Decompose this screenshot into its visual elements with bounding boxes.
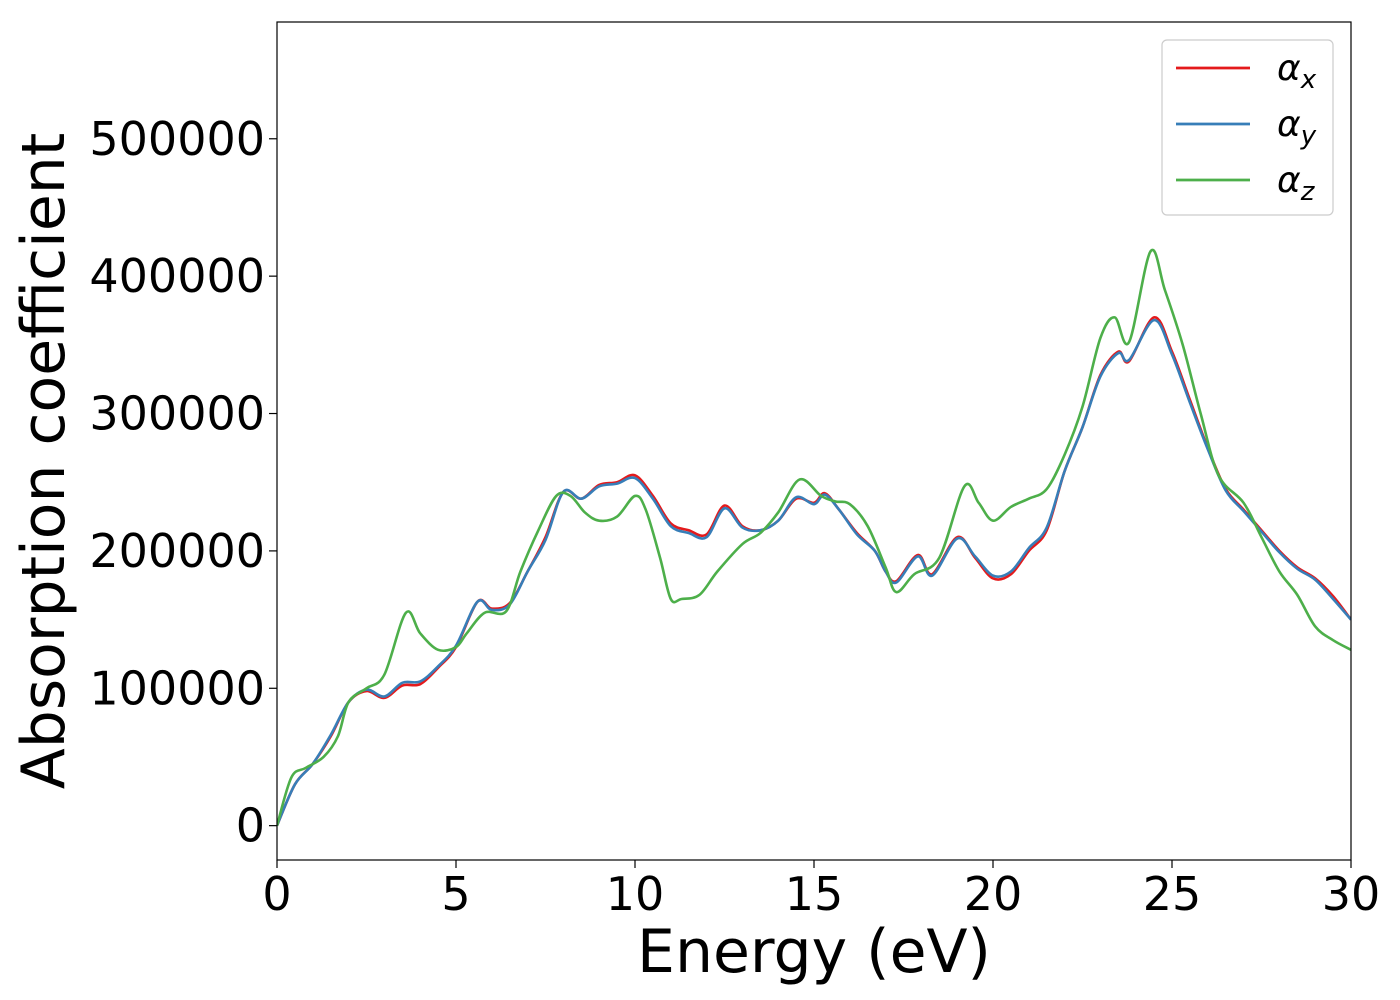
series-line-α-x — [277, 316, 1351, 827]
x-tick-label: 5 — [441, 867, 470, 921]
legend-label: αx — [1277, 48, 1317, 95]
x-tick-label: 0 — [262, 867, 291, 921]
series-line-α-y — [277, 318, 1351, 827]
y-axis-title: Absorption coefficient — [9, 133, 79, 790]
legend-label: αy — [1277, 104, 1317, 151]
y-tick-label: 300000 — [89, 387, 265, 441]
y-tick-label: 0 — [236, 799, 265, 853]
x-tick-label: 10 — [606, 867, 665, 921]
y-tick-label: 500000 — [89, 112, 265, 166]
legend-label: αz — [1277, 160, 1316, 207]
legend: αx αy αz — [1161, 39, 1334, 216]
ticks-layer: 0 5 10 15 20 25 30 0 100000 200000 300000 400000 500… — [89, 112, 1380, 921]
y-tick-label: 400000 — [89, 249, 265, 303]
x-tick-label: 15 — [785, 867, 844, 921]
series-line-α-z — [277, 248, 1351, 827]
y-tick-label: 100000 — [89, 661, 265, 715]
legend-box — [1161, 39, 1334, 216]
y-tick-label: 200000 — [89, 524, 265, 578]
x-axis-title: Energy (eV) — [637, 917, 991, 987]
x-tick-label: 25 — [1143, 867, 1202, 921]
x-tick-label: 20 — [964, 867, 1023, 921]
series-layer — [277, 248, 1351, 827]
x-tick-label: 30 — [1322, 867, 1381, 921]
